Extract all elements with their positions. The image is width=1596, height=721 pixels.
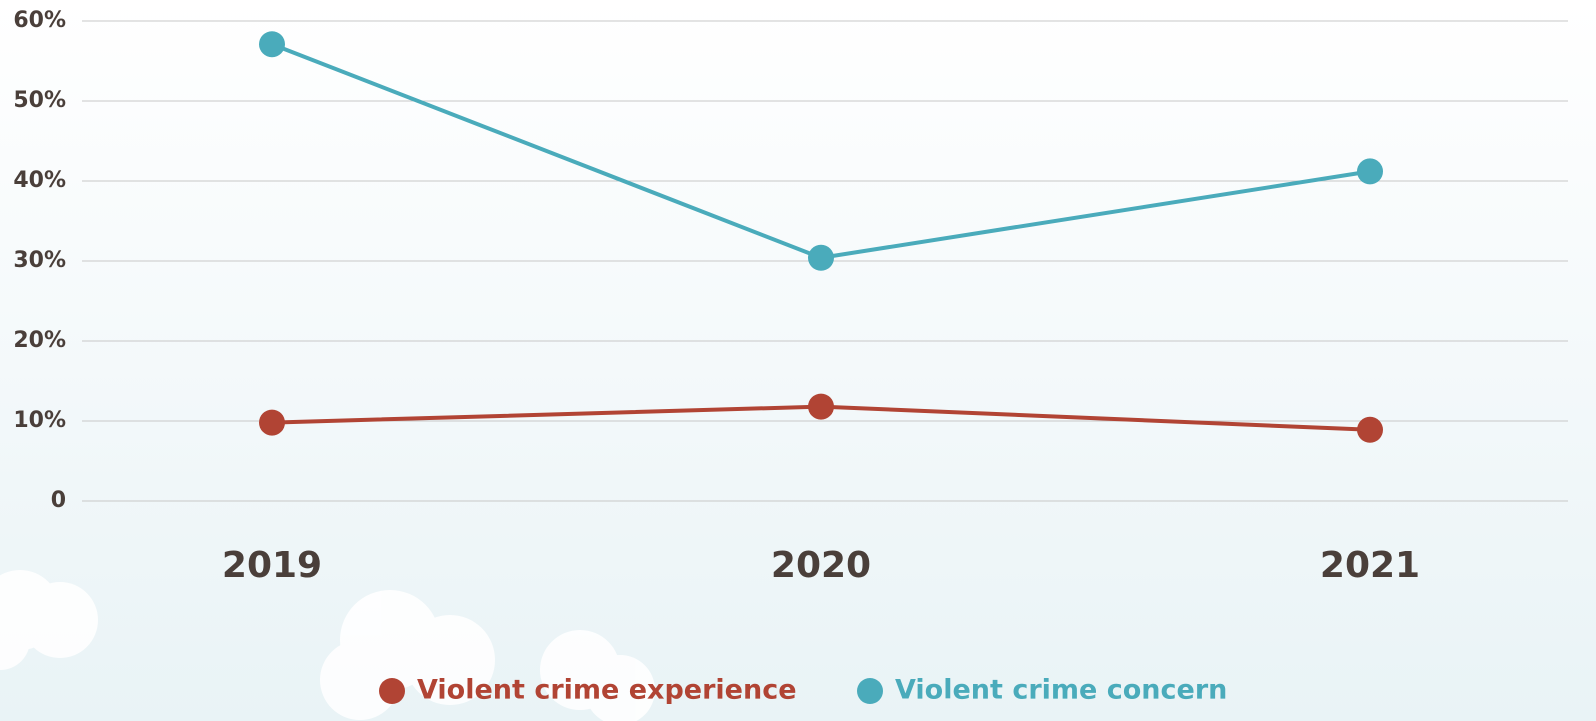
data-point (1357, 158, 1383, 185)
x-tick-label: 2020 (771, 545, 871, 586)
y-tick-label: 40% (13, 168, 66, 193)
x-tick-label: 2019 (222, 545, 322, 586)
data-point (1357, 416, 1383, 443)
data-point (259, 409, 285, 436)
y-tick-label: 60% (13, 8, 66, 33)
legend-label: Violent crime concern (895, 675, 1227, 706)
clouds (0, 570, 655, 721)
data-point (808, 393, 834, 420)
y-tick-label: 10% (13, 408, 66, 433)
legend-marker (857, 678, 883, 704)
x-tick-label: 2021 (1320, 545, 1420, 586)
legend-label: Violent crime experience (417, 675, 797, 706)
y-tick-label: 50% (13, 88, 66, 113)
legend-marker (379, 678, 405, 704)
y-tick-label: 0 (51, 488, 66, 513)
data-point (259, 31, 285, 58)
y-tick-label: 20% (13, 328, 66, 353)
data-point (808, 244, 834, 271)
y-tick-label: 30% (13, 248, 66, 273)
